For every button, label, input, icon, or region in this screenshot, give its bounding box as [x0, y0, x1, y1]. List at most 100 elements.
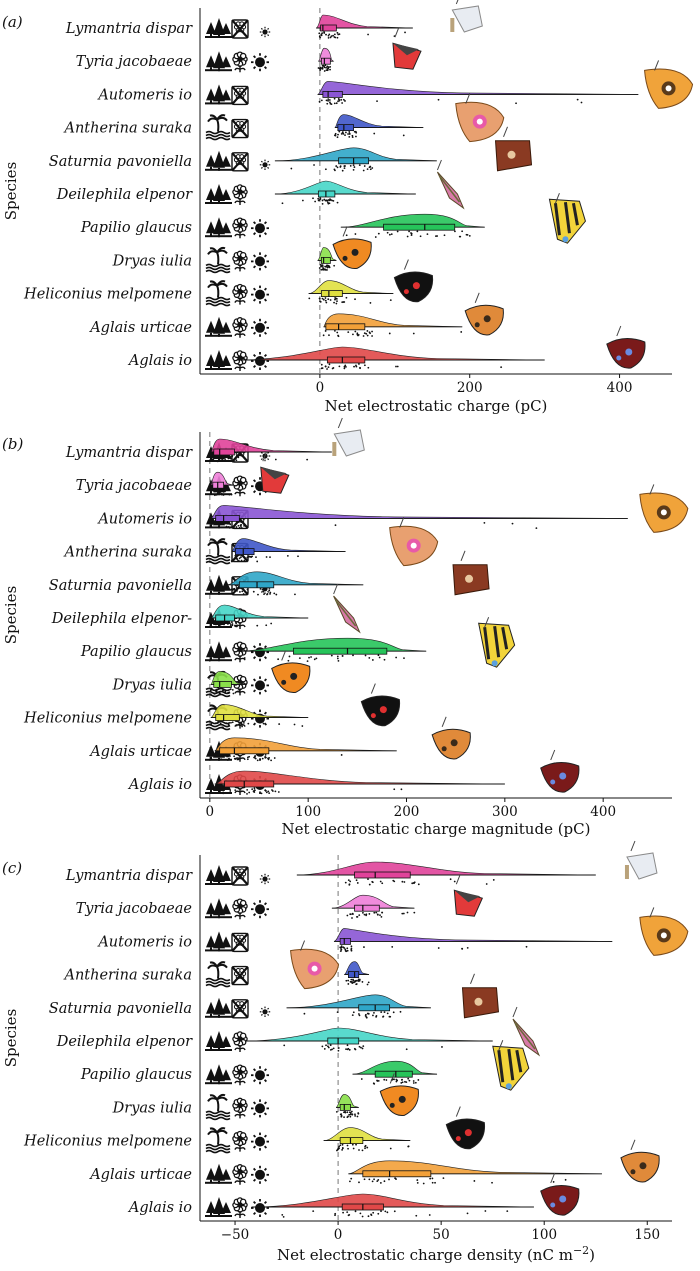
- data-point: [389, 299, 392, 302]
- petal: [239, 1198, 247, 1206]
- data-point: [222, 689, 224, 692]
- sun-icon: [251, 219, 269, 238]
- data-point: [351, 134, 354, 137]
- data-point: [320, 33, 323, 36]
- data-point: [336, 31, 339, 34]
- data-point: [431, 1181, 434, 1184]
- data-point: [355, 135, 357, 138]
- sun-ray: [263, 254, 268, 258]
- data-point: [361, 981, 364, 983]
- tree-shape: [206, 1167, 216, 1180]
- data-point: [325, 301, 328, 304]
- dryas-iulia-image: [379, 1073, 419, 1116]
- data-point: [428, 1214, 431, 1216]
- tree-shape: [221, 355, 231, 366]
- data-point: [383, 658, 386, 661]
- species-label: Heliconius melpomene: [23, 711, 192, 727]
- data-point: [235, 526, 238, 528]
- species-row: Aglais io: [127, 749, 580, 795]
- data-point: [336, 331, 339, 334]
- data-point: [265, 791, 268, 794]
- data-point: [349, 880, 352, 883]
- moon-crescent: [257, 933, 266, 952]
- species-label: Lymantria dispar: [65, 868, 193, 884]
- data-point: [349, 164, 352, 167]
- tree-shape: [213, 51, 225, 69]
- violin-shape: [334, 114, 424, 128]
- data-point: [234, 554, 237, 557]
- data-point: [442, 1177, 445, 1180]
- eyespot-center: [476, 118, 483, 125]
- moon-icon: [257, 186, 266, 204]
- data-point: [354, 1115, 357, 1117]
- data-point: [351, 917, 353, 919]
- data-point: [341, 1147, 344, 1150]
- papilio-glaucus-image: [492, 1040, 530, 1091]
- data-point: [241, 590, 244, 593]
- data-point: [372, 1211, 375, 1214]
- data-point: [340, 1115, 343, 1118]
- data-point: [326, 269, 328, 271]
- sun-ray: [263, 1079, 268, 1083]
- data-point: [400, 1082, 403, 1084]
- data-point: [338, 130, 341, 133]
- moon-sun-icon: [254, 152, 271, 171]
- data-point: [209, 456, 212, 459]
- data-point: [298, 657, 301, 660]
- water-waves: [205, 302, 231, 307]
- data-point: [337, 133, 339, 136]
- data-point: [357, 1112, 360, 1115]
- data-point: [353, 166, 356, 168]
- antenna: [630, 840, 636, 852]
- moon-crescent: [257, 966, 266, 985]
- data-point: [288, 655, 291, 658]
- sun-disc: [255, 322, 265, 333]
- flower-icon: [232, 1097, 248, 1119]
- forest-icon: [205, 217, 232, 238]
- data-point: [270, 759, 273, 762]
- box-iqr: [215, 714, 240, 721]
- data-point: [333, 301, 335, 304]
- tree-shape: [206, 55, 216, 68]
- violin-shape: [333, 928, 613, 942]
- tree-shape: [206, 1068, 216, 1081]
- data-point: [416, 230, 419, 233]
- y-axis-title: Species: [2, 162, 20, 221]
- data-point: [396, 230, 399, 233]
- wing: [451, 5, 483, 33]
- water-waves: [205, 266, 231, 271]
- moon-sun-icon: [254, 999, 271, 1017]
- deilephila-elpenor-image: [512, 1006, 541, 1057]
- data-point: [375, 1015, 378, 1018]
- tree-shape: [206, 935, 216, 948]
- data-point: [365, 914, 368, 917]
- panel-label: (b): [2, 435, 23, 453]
- data-point: [485, 883, 488, 885]
- data-point: [337, 33, 340, 36]
- data-point: [265, 556, 268, 558]
- petal: [239, 318, 247, 325]
- data-point: [327, 366, 330, 369]
- data-point: [283, 1044, 286, 1047]
- data-point: [461, 947, 464, 950]
- heliconius-melpomene-image: [393, 259, 434, 303]
- data-point: [238, 721, 241, 724]
- data-point: [261, 757, 264, 760]
- moon-crescent: [257, 86, 266, 105]
- data-point: [338, 1147, 340, 1150]
- data-point: [247, 722, 250, 725]
- sun-ray: [263, 689, 268, 693]
- eyespot-center: [665, 85, 672, 92]
- data-point: [340, 1113, 343, 1115]
- sun-ray: [252, 656, 257, 660]
- dryas-iulia-image: [271, 650, 311, 693]
- data-point: [383, 1011, 386, 1013]
- data-point: [361, 1215, 364, 1218]
- body: [332, 442, 337, 456]
- data-point: [341, 655, 344, 657]
- water-waves: [205, 269, 231, 274]
- data-point: [325, 69, 328, 72]
- data-point: [466, 947, 469, 949]
- data-point: [260, 792, 263, 795]
- sun-icon: [251, 676, 269, 695]
